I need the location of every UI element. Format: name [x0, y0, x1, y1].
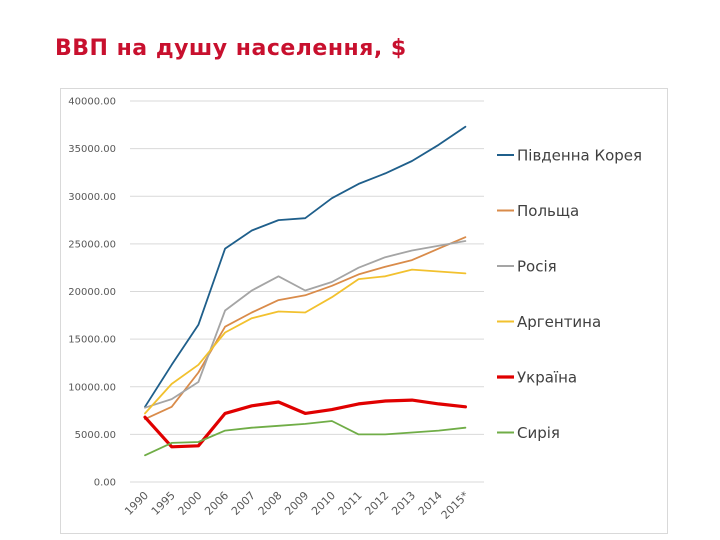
x-tick-label: 2012	[362, 489, 391, 518]
x-tick-label: 2010	[309, 489, 338, 518]
x-tick-label: 2007	[229, 489, 258, 518]
x-tick-label: 2006	[202, 489, 231, 518]
x-tick-label: 1995	[149, 489, 178, 518]
series-line-4	[143, 398, 467, 449]
x-tick-label: 2011	[336, 489, 365, 518]
legend-label: Польща	[517, 202, 579, 220]
slide-title: ВВП на душу населення, $	[55, 36, 407, 61]
y-tick-label: 15000.00	[68, 335, 116, 346]
x-axis-ticks: 1990199520002006200720082009201020112012…	[122, 489, 472, 522]
series-line-2	[144, 240, 467, 409]
y-tick-label: 0.00	[94, 478, 116, 489]
y-tick-label: 10000.00	[68, 382, 116, 393]
series-line-1	[144, 236, 467, 421]
y-tick-label: 40000.00	[68, 97, 116, 108]
series-lines	[143, 125, 467, 457]
series-line-5	[144, 420, 467, 457]
y-tick-label: 20000.00	[68, 287, 116, 298]
legend-label: Росія	[517, 258, 557, 276]
x-tick-label: 2013	[389, 489, 418, 518]
legend-label: Сирія	[517, 424, 560, 442]
chart-area	[60, 88, 668, 534]
y-tick-label: 5000.00	[75, 430, 116, 441]
y-axis-ticks: 0.00 5000.00 10000.00 15000.00 20000.00 25000…	[68, 97, 116, 489]
series-line-0	[144, 125, 467, 408]
legend-label: Україна	[517, 369, 577, 387]
gridlines	[130, 100, 484, 483]
x-tick-label: 2009	[282, 489, 311, 518]
y-tick-label: 30000.00	[68, 192, 116, 203]
legend: Південна Корея Польща Росія Аргентина Україн…	[497, 147, 642, 442]
x-tick-label: 2015*	[439, 489, 472, 522]
y-tick-label: 25000.00	[68, 239, 116, 250]
y-tick-label: 35000.00	[68, 144, 116, 155]
x-tick-label: 2008	[256, 489, 285, 518]
x-tick-label: 2000	[176, 489, 205, 518]
legend-label: Аргентина	[517, 313, 601, 331]
x-tick-label: 1990	[122, 489, 151, 518]
series-line-3	[144, 268, 467, 415]
legend-label: Південна Корея	[517, 147, 642, 165]
